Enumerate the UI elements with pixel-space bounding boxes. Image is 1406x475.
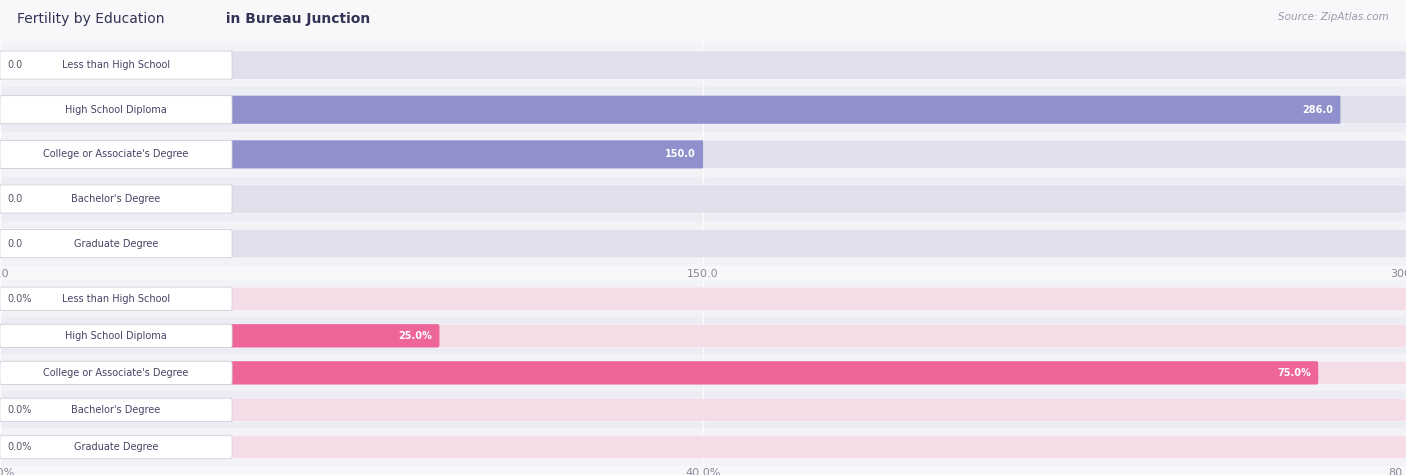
Text: Source: ZipAtlas.com: Source: ZipAtlas.com	[1278, 12, 1389, 22]
FancyBboxPatch shape	[0, 51, 1406, 79]
Text: 0.0: 0.0	[7, 238, 22, 249]
FancyBboxPatch shape	[0, 140, 703, 169]
Text: 150.0: 150.0	[665, 149, 696, 160]
Text: 0.0%: 0.0%	[7, 405, 31, 415]
FancyBboxPatch shape	[0, 185, 232, 213]
Text: in Bureau Junction: in Bureau Junction	[221, 12, 370, 26]
Bar	[0, 221, 1406, 266]
Bar	[0, 317, 1406, 354]
Text: College or Associate's Degree: College or Associate's Degree	[44, 368, 188, 378]
Text: 75.0%: 75.0%	[1277, 368, 1310, 378]
Text: Graduate Degree: Graduate Degree	[73, 238, 159, 249]
FancyBboxPatch shape	[0, 229, 1406, 258]
FancyBboxPatch shape	[0, 95, 1406, 124]
FancyBboxPatch shape	[0, 140, 232, 169]
Text: 0.0: 0.0	[7, 194, 22, 204]
FancyBboxPatch shape	[0, 95, 232, 124]
FancyBboxPatch shape	[0, 95, 1340, 124]
FancyBboxPatch shape	[0, 185, 1406, 213]
FancyBboxPatch shape	[0, 361, 1319, 385]
Text: High School Diploma: High School Diploma	[65, 104, 167, 115]
FancyBboxPatch shape	[0, 324, 440, 348]
FancyBboxPatch shape	[0, 435, 1406, 459]
Text: High School Diploma: High School Diploma	[65, 331, 167, 341]
Text: College or Associate's Degree: College or Associate's Degree	[44, 149, 188, 160]
Bar	[0, 87, 1406, 132]
FancyBboxPatch shape	[0, 140, 1406, 169]
FancyBboxPatch shape	[0, 361, 232, 385]
Text: Less than High School: Less than High School	[62, 294, 170, 304]
Bar	[0, 177, 1406, 221]
Text: Fertility by Education: Fertility by Education	[17, 12, 165, 26]
Text: 0.0%: 0.0%	[7, 294, 31, 304]
Text: 0.0: 0.0	[7, 60, 22, 70]
FancyBboxPatch shape	[0, 398, 1406, 422]
Bar	[0, 391, 1406, 428]
Text: 0.0%: 0.0%	[7, 442, 31, 452]
FancyBboxPatch shape	[0, 229, 232, 258]
Text: Bachelor's Degree: Bachelor's Degree	[72, 405, 160, 415]
FancyBboxPatch shape	[0, 287, 232, 311]
Bar	[0, 354, 1406, 391]
Text: 286.0: 286.0	[1302, 104, 1333, 115]
FancyBboxPatch shape	[0, 287, 1406, 311]
FancyBboxPatch shape	[0, 435, 232, 459]
Text: Bachelor's Degree: Bachelor's Degree	[72, 194, 160, 204]
FancyBboxPatch shape	[0, 324, 232, 348]
Text: 25.0%: 25.0%	[398, 331, 433, 341]
FancyBboxPatch shape	[0, 324, 1406, 348]
Bar	[0, 43, 1406, 87]
Bar	[0, 132, 1406, 177]
Bar	[0, 280, 1406, 317]
Bar	[0, 428, 1406, 466]
FancyBboxPatch shape	[0, 361, 1406, 385]
Text: Graduate Degree: Graduate Degree	[73, 442, 159, 452]
FancyBboxPatch shape	[0, 51, 232, 79]
Text: Less than High School: Less than High School	[62, 60, 170, 70]
FancyBboxPatch shape	[0, 398, 232, 422]
